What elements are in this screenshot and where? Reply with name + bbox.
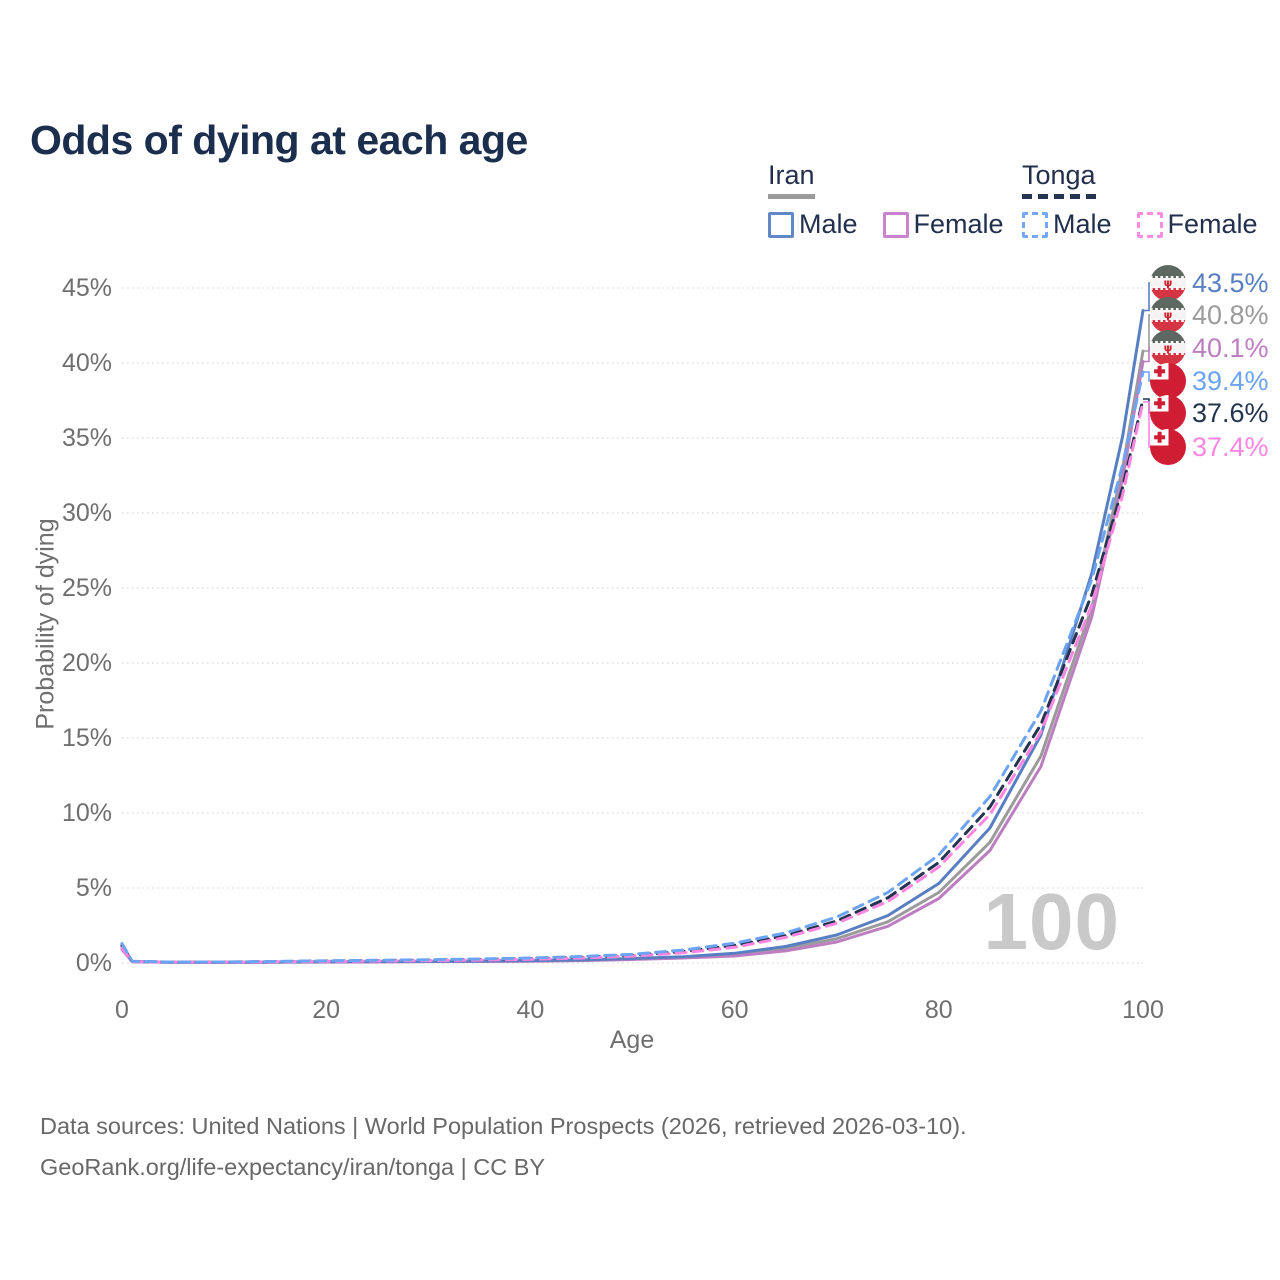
x-tick-label: 100	[1122, 996, 1164, 1024]
end-value-label: 37.4%	[1192, 431, 1269, 462]
tonga-dashed-line-swatch	[1022, 194, 1096, 199]
series-line-iran-female[interactable]	[120, 360, 1145, 964]
y-tick-label: 45%	[61, 274, 112, 302]
series-line-iran-male[interactable]	[120, 309, 1145, 964]
iran-flag-icon: ψ	[1150, 297, 1186, 333]
y-tick-label: 40%	[61, 349, 112, 377]
end-label-iran-both: ψ 40.8%	[1150, 297, 1269, 333]
legend-item-tonga-male[interactable]: Male	[1022, 209, 1112, 240]
iran-flag-icon: ψ	[1150, 330, 1186, 366]
legend-item-label-tonga-female: Female	[1167, 209, 1258, 239]
legend-group-iran: Iran Male Female	[768, 160, 1004, 240]
tonga-female-swatch	[1136, 211, 1163, 238]
footer-data-sources: Data sources: United Nations | World Pop…	[40, 1113, 967, 1139]
page-title: Odds of dying at each age	[30, 117, 528, 164]
footer: Data sources: United Nations | World Pop…	[40, 1106, 967, 1188]
svg-text:ψ: ψ	[1164, 342, 1173, 355]
end-value-label: 40.1%	[1192, 332, 1269, 363]
x-axis-title: Age	[609, 1026, 655, 1054]
series-line-tonga-male[interactable]	[120, 370, 1145, 964]
iran-female-swatch	[882, 211, 909, 238]
age-watermark: 100	[983, 877, 1120, 966]
legend-group-title-tonga: Tonga	[1022, 160, 1096, 190]
footer-attribution: GeoRank.org/life-expectancy/iran/tonga |…	[40, 1154, 546, 1180]
y-tick-label: 35%	[61, 424, 112, 452]
svg-text:ψ: ψ	[1164, 277, 1173, 290]
y-tick-label: 30%	[61, 499, 112, 527]
y-tick-label: 5%	[75, 874, 112, 902]
legend-item-label-iran-female: Female	[913, 209, 1004, 239]
svg-text:ψ: ψ	[1164, 309, 1173, 322]
legend-group-title-iran: Iran	[768, 160, 815, 190]
end-value-label: 39.4%	[1192, 365, 1269, 396]
y-tick-label: 20%	[61, 649, 112, 677]
x-tick-label: 0	[115, 996, 129, 1024]
tonga-flag-icon	[1150, 395, 1186, 431]
iran-solid-line-swatch	[768, 194, 815, 199]
end-label-iran-male: ψ 43.5%	[1150, 265, 1269, 301]
legend-item-iran-female[interactable]: Female	[882, 209, 1004, 240]
x-tick-label: 80	[924, 996, 953, 1024]
y-tick-label: 10%	[61, 799, 112, 827]
iran-flag-icon: ψ	[1150, 265, 1186, 301]
end-value-label: 40.8%	[1192, 299, 1269, 330]
tonga-male-swatch	[1022, 211, 1048, 238]
legend-item-label-tonga-male: Male	[1053, 209, 1112, 239]
legend-item-tonga-female[interactable]: Female	[1136, 209, 1258, 240]
legend-item-iran-male[interactable]: Male	[768, 209, 858, 240]
end-value-label: 43.5%	[1192, 267, 1269, 298]
x-tick-label: 60	[720, 996, 749, 1024]
x-tick-label: 40	[516, 996, 545, 1024]
series-line-iran-both[interactable]	[120, 349, 1145, 964]
end-label-tonga-both: 37.6%	[1150, 395, 1269, 431]
y-tick-label: 25%	[61, 574, 112, 602]
y-axis-title: Probability of dying	[31, 518, 60, 730]
end-label-tonga-male: 39.4%	[1150, 363, 1269, 399]
iran-male-swatch	[768, 211, 794, 238]
end-value-label: 37.6%	[1192, 397, 1269, 428]
legend-item-label-iran-male: Male	[799, 209, 858, 239]
tonga-flag-icon	[1150, 363, 1186, 399]
end-label-iran-female: ψ 40.1%	[1150, 330, 1269, 366]
y-tick-label: 0%	[75, 949, 112, 977]
x-tick-label: 20	[312, 996, 341, 1024]
end-label-tonga-female: 37.4%	[1150, 429, 1269, 465]
y-tick-label: 15%	[61, 724, 112, 752]
legend-group-tonga: Tonga Male Female	[1022, 160, 1258, 240]
tonga-flag-icon	[1150, 429, 1186, 465]
